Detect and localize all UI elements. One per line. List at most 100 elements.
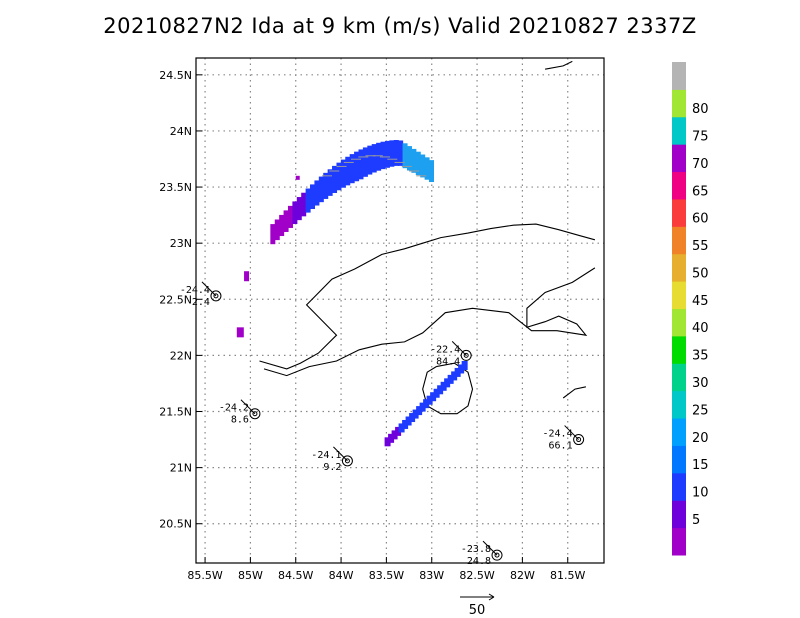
wind-barb [240, 399, 256, 415]
station-dot [576, 437, 582, 443]
wind-cell [398, 423, 405, 433]
wind-barb [333, 446, 348, 462]
x-tick-label: 84.5W [278, 569, 313, 582]
wind-cell [388, 433, 395, 443]
wind-band-north [270, 140, 435, 245]
wind-cell [283, 210, 289, 232]
wind-cell [405, 416, 412, 426]
colorbar-label: 60 [692, 212, 709, 227]
stations: -24.42.4-24.28.6-24.19.2-22.484.4-24.466… [180, 281, 585, 567]
y-tick-label: 22N [170, 349, 192, 362]
colorbar-label: 25 [692, 403, 709, 418]
wind-cell [314, 180, 320, 206]
station-value: 66.1 [549, 441, 573, 452]
station-ring [491, 549, 503, 561]
wind-cell [358, 149, 364, 180]
wind-cell [318, 176, 324, 203]
wind-cell [345, 156, 351, 186]
wind-cell [402, 419, 409, 429]
wind-cell [433, 388, 440, 398]
wind-cell [287, 205, 293, 228]
station-value: 24.8 [467, 556, 491, 567]
station-value: 2.4 [192, 297, 210, 308]
x-tick-label: 83.5W [369, 569, 404, 582]
station-temp: -24.1 [311, 450, 341, 461]
wind-vectors [322, 155, 427, 177]
station-value: 84.4 [436, 356, 460, 367]
wind-cell [393, 140, 399, 166]
wind-cell [279, 214, 285, 237]
station-4: -24.466.1 [543, 425, 585, 452]
wind-cell [406, 146, 412, 171]
station-ring [341, 455, 353, 467]
chart-title: 20210827N2 Ida at 9 km (m/s) Valid 20210… [103, 14, 697, 38]
reference-vector: 50 [460, 593, 495, 618]
wind-cell [384, 437, 391, 447]
wind-cell [420, 154, 426, 178]
wind-barb [564, 425, 579, 440]
station-dot [494, 552, 500, 558]
colorbar-segment [672, 418, 686, 446]
wind-cell [274, 219, 280, 241]
wind-cell [323, 172, 329, 199]
x-tick-label: 85W [238, 569, 263, 582]
station-0: -24.42.4 [180, 281, 222, 308]
colorbar-label: 15 [692, 458, 709, 473]
station-1: -24.28.6 [219, 399, 261, 426]
wind-cell [340, 159, 346, 188]
wind-cell [336, 162, 342, 191]
wind-cell [371, 144, 377, 173]
station-dot [213, 293, 219, 299]
colorbar-label: 40 [692, 321, 709, 336]
wind-band-south [384, 361, 468, 447]
colorbar-label: 65 [692, 184, 709, 199]
wind-cell [419, 402, 426, 412]
colorbar-segment [672, 281, 686, 309]
x-tick-label: 85.5W [187, 569, 222, 582]
station-value: 8.6 [231, 415, 249, 426]
colorbar-label: 75 [692, 129, 709, 144]
station-value: 9.2 [323, 462, 341, 473]
colorbar-label: 70 [692, 157, 709, 172]
wind-cell [270, 224, 276, 245]
wind-cell [305, 188, 311, 213]
station-dot [463, 352, 469, 358]
y-tick-label: 21.5N [159, 406, 192, 419]
wind-cell [398, 140, 404, 166]
wind-cell [416, 406, 423, 416]
wind-cell [415, 151, 421, 176]
station-2: -24.19.2 [311, 446, 353, 473]
station-temp: -24.4 [180, 285, 210, 296]
wind-cell [447, 374, 454, 384]
wind-cell [362, 147, 368, 177]
station-temp: -24.4 [543, 429, 573, 440]
reference-arrowhead [488, 593, 495, 601]
wind-cell [440, 381, 447, 391]
wind-cell [376, 142, 382, 171]
colorbar-segment [672, 500, 686, 529]
colorbar-segment [672, 144, 686, 173]
wind-barb [201, 281, 217, 297]
cuba-south-coast [263, 267, 596, 377]
station-dot [344, 458, 350, 464]
cayo-coast [562, 386, 587, 399]
x-tick-label: 84W [329, 569, 354, 582]
station-3: -22.484.4 [430, 341, 472, 367]
colorbar: 5 10 15 20 25 30 35 40 45 50 55 60 65 70 75 80 [672, 62, 709, 556]
wind-cell [424, 157, 430, 180]
wind-cell [292, 201, 298, 225]
cuba-north-coast [259, 223, 596, 370]
colorbar-segment [672, 171, 686, 200]
wind-cell [391, 430, 398, 440]
colorbar-label: 55 [692, 239, 709, 254]
wind-cell [411, 148, 417, 173]
x-tick-label: 82W [510, 569, 535, 582]
wind-cell [409, 413, 416, 423]
colorbar-segment [672, 226, 686, 255]
y-tick-label: 21N [170, 462, 192, 475]
wind-barb [482, 540, 498, 556]
wind-cell [412, 409, 419, 419]
colorbar-segment [672, 527, 686, 556]
station-dot [252, 411, 258, 417]
colorbar-segment [672, 253, 686, 282]
